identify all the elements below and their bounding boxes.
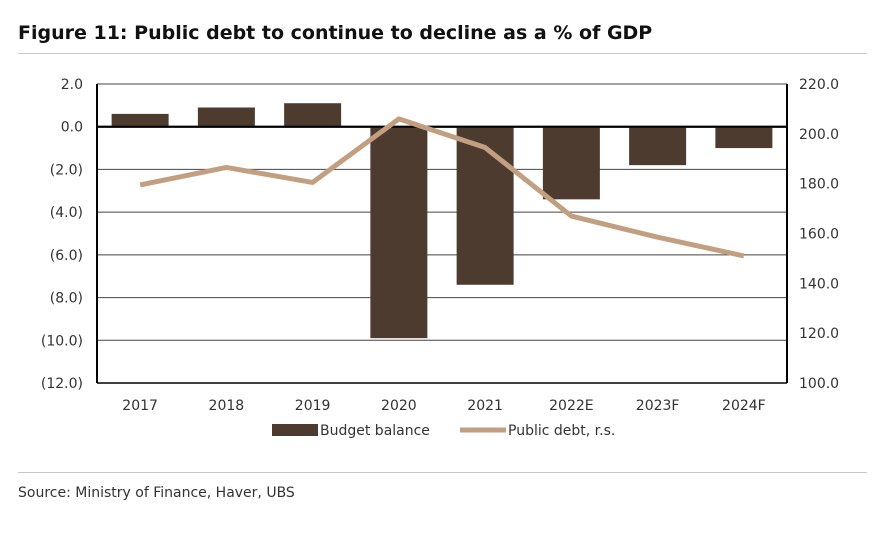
source-note: Source: Ministry of Finance, Haver, UBS xyxy=(18,485,295,501)
bar-2017 xyxy=(111,113,169,127)
left-tick-label: (10.0) xyxy=(41,333,83,349)
title-divider xyxy=(18,53,867,54)
legend-label-public-debt: Public debt, r.s. xyxy=(508,423,615,439)
left-tick-label: (2.0) xyxy=(50,162,83,178)
x-tick-label: 2018 xyxy=(209,398,245,414)
bar-2023F xyxy=(629,126,687,166)
bar-2021 xyxy=(456,126,514,285)
figure-title: Figure 11: Public debt to continue to de… xyxy=(18,22,653,44)
right-tick-label: 100.0 xyxy=(799,376,839,392)
left-tick-label: (8.0) xyxy=(50,291,83,307)
x-tick-label: 2021 xyxy=(467,398,503,414)
x-tick-label: 2020 xyxy=(381,398,417,414)
x-tick-label: 2024F xyxy=(722,398,766,414)
public-debt-line xyxy=(139,116,745,259)
right-tick-label: 120.0 xyxy=(799,326,839,342)
x-tick-label: 2022E xyxy=(549,398,593,414)
bar-2024F xyxy=(715,126,773,149)
x-tick-label: 2017 xyxy=(122,398,158,414)
right-tick-label: 140.0 xyxy=(799,276,839,292)
footer-divider xyxy=(18,472,867,473)
legend-swatch-budget-balance xyxy=(272,424,318,436)
right-tick-label: 180.0 xyxy=(799,177,839,193)
left-tick-label: (6.0) xyxy=(50,248,83,264)
bar-2020 xyxy=(370,126,428,339)
x-tick-label: 2023F xyxy=(636,398,680,414)
legend-label-budget-balance: Budget balance xyxy=(320,423,430,439)
bar-2022E xyxy=(542,126,600,200)
left-tick-label: 2.0 xyxy=(61,77,83,93)
bar-2019 xyxy=(284,103,342,127)
left-tick-label: 0.0 xyxy=(61,120,83,136)
right-tick-label: 200.0 xyxy=(799,127,839,143)
right-tick-label: 160.0 xyxy=(799,227,839,243)
left-tick-label: (12.0) xyxy=(41,376,83,392)
right-tick-label: 220.0 xyxy=(799,77,839,93)
bar-2018 xyxy=(197,107,255,127)
left-tick-label: (4.0) xyxy=(50,205,83,221)
x-tick-label: 2019 xyxy=(295,398,331,414)
